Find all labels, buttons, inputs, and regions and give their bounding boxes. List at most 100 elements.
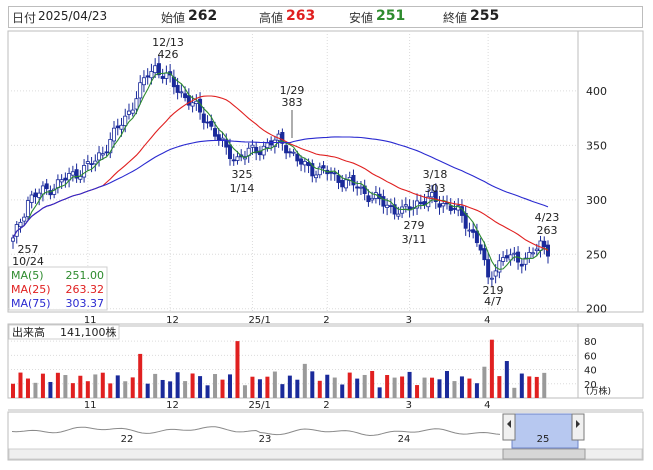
month-label: 12 xyxy=(166,315,179,326)
moving-average-lines xyxy=(12,72,549,270)
legend-value: 251.00 xyxy=(66,269,105,282)
candle-body xyxy=(467,229,472,232)
legend-value: 303.37 xyxy=(66,297,105,310)
candle-body xyxy=(392,204,397,215)
candle-body xyxy=(141,77,146,86)
candle-body xyxy=(504,255,509,259)
legend-box xyxy=(8,266,108,311)
candle-body xyxy=(310,163,315,177)
candle-body xyxy=(183,93,188,99)
candle-body xyxy=(291,151,296,154)
volume-bar xyxy=(70,383,75,398)
candle-body xyxy=(112,127,117,142)
volume-tick-label: 20 xyxy=(584,380,597,391)
candle-body xyxy=(153,65,158,74)
price-tick-label: 350 xyxy=(586,139,607,152)
volume-month-label: 4 xyxy=(484,400,490,411)
volume-month-label: 3 xyxy=(406,400,412,411)
candle-body xyxy=(164,72,169,79)
volume-bar xyxy=(459,376,464,398)
volume-bar xyxy=(340,384,345,398)
month-label: 11 xyxy=(84,315,97,326)
annotation-date: 1/29 xyxy=(280,84,305,97)
volume-bar xyxy=(355,378,360,398)
candle-body xyxy=(385,204,390,208)
candle-body xyxy=(478,244,483,251)
candle-body xyxy=(235,156,240,161)
candle-body xyxy=(160,76,165,79)
candle-body xyxy=(527,251,532,259)
candle-body xyxy=(531,252,536,255)
volume-bar xyxy=(220,379,225,398)
annotation-date: 12/13 xyxy=(152,36,184,49)
volume-bar xyxy=(325,374,330,398)
candle-body xyxy=(227,144,232,159)
candle-body xyxy=(134,98,139,110)
candle-body xyxy=(25,200,30,218)
candle-body xyxy=(523,257,528,265)
navigator-scrollbar-track[interactable] xyxy=(8,448,643,460)
candle-body xyxy=(542,240,547,248)
candle-body xyxy=(343,179,348,189)
navigator-right-arrow-icon xyxy=(576,420,580,428)
price-panel-frame xyxy=(7,30,644,313)
candle-body xyxy=(340,180,345,188)
candle-body xyxy=(415,200,420,209)
volume-bar xyxy=(205,385,210,398)
volume-bar xyxy=(527,376,532,398)
candle-body xyxy=(299,158,304,165)
candle-body xyxy=(82,165,87,178)
candle-body xyxy=(351,175,356,186)
navigator-right-handle[interactable] xyxy=(571,413,585,441)
candle-body xyxy=(186,95,191,106)
volume-bar xyxy=(519,373,524,398)
candle-body xyxy=(63,177,68,181)
candle-body xyxy=(190,102,195,107)
volume-bar xyxy=(85,381,90,398)
volume-month-label: 2 xyxy=(323,400,329,411)
price-tick-label: 200 xyxy=(586,303,607,316)
candle-body xyxy=(18,221,23,228)
candle-body xyxy=(55,179,60,189)
volume-bar xyxy=(138,353,143,398)
volume-bar xyxy=(48,381,53,398)
volume-bar xyxy=(55,372,60,398)
candle-body xyxy=(546,244,551,257)
volume-bar xyxy=(407,371,412,398)
volume-bar xyxy=(190,373,195,398)
annotation-date: 10/24 xyxy=(12,255,44,268)
volume-bar xyxy=(542,372,547,398)
candle-body xyxy=(512,252,517,255)
candle-body xyxy=(471,229,476,233)
navigator-scrollbar-thumb[interactable] xyxy=(502,448,586,460)
volume-tick-label: 40 xyxy=(584,366,597,377)
volume-bar xyxy=(400,376,405,398)
candle-body xyxy=(336,174,341,183)
candle-body xyxy=(123,115,128,126)
navigator-year-label: 24 xyxy=(398,434,411,445)
navigator-left-handle[interactable] xyxy=(502,413,516,441)
volume-bar xyxy=(422,377,427,398)
volume-bar xyxy=(257,379,262,398)
annotation-value: 303 xyxy=(425,182,446,195)
annotation-value: 263 xyxy=(537,224,558,237)
volume-bar xyxy=(430,377,435,398)
candle-body xyxy=(156,63,161,76)
legend-name: MA(75) xyxy=(11,297,51,310)
volume-bar xyxy=(497,376,502,398)
volume-bar xyxy=(332,377,337,398)
candle-body xyxy=(366,195,371,203)
candle-body xyxy=(250,144,255,148)
candle-body xyxy=(10,237,15,242)
candle-body xyxy=(179,91,184,94)
volume-bar xyxy=(175,372,180,398)
candle-body xyxy=(474,230,479,244)
navigator-left-arrow-icon xyxy=(507,420,511,428)
candle-body xyxy=(149,71,154,79)
candle-body xyxy=(441,203,446,207)
close-label: 終値 xyxy=(443,11,468,25)
volume-header-box xyxy=(8,324,120,340)
candle-body xyxy=(33,192,38,198)
